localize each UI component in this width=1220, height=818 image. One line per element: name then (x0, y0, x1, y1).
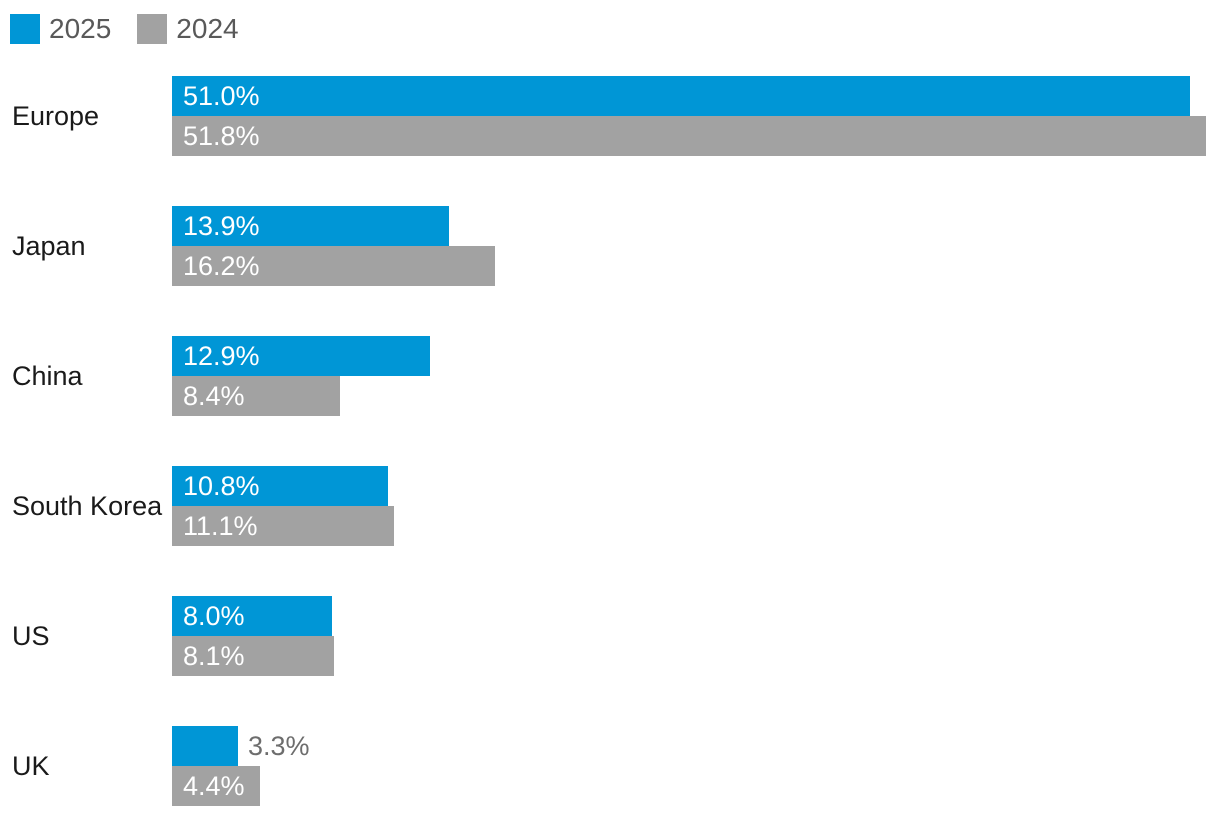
bar-2024: 11.1% (172, 506, 394, 546)
legend-label-2025: 2025 (49, 13, 112, 44)
chart-row: US 8.0% 8.1% (0, 596, 1220, 676)
chart-row: Europe 51.0% 51.8% (0, 76, 1220, 156)
chart-legend: 2025 2024 (10, 14, 265, 44)
category-label: UK (12, 750, 50, 781)
bar-value-label: 51.0% (183, 80, 260, 111)
bar-group: 8.0% 8.1% (172, 596, 1220, 676)
legend-swatch-2025 (10, 14, 40, 44)
bar-2025: 8.0% (172, 596, 332, 636)
bar-group: 3.3% 4.4% (172, 726, 1220, 806)
bar-value-label: 13.9% (183, 210, 260, 241)
bar-value-label: 16.2% (183, 250, 260, 281)
bar-2024: 8.4% (172, 376, 340, 416)
bar-group: 12.9% 8.4% (172, 336, 1220, 416)
bar-group: 51.0% 51.8% (172, 76, 1220, 156)
bar-value-label: 8.1% (183, 640, 245, 671)
chart-rows: Europe 51.0% 51.8% Japan 13.9% 16.2% China 12.9… (0, 76, 1220, 818)
bar-2025: 12.9% (172, 336, 430, 376)
bar-2025: 13.9% (172, 206, 449, 246)
category-label: China (12, 360, 83, 391)
bar-2024: 16.2% (172, 246, 495, 286)
bar-group: 10.8% 11.1% (172, 466, 1220, 546)
chart-row: China 12.9% 8.4% (0, 336, 1220, 416)
chart-row: South Korea 10.8% 11.1% (0, 466, 1220, 546)
bar-2024: 4.4% (172, 766, 260, 806)
bar-2025: 51.0% (172, 76, 1190, 116)
chart-row: Japan 13.9% 16.2% (0, 206, 1220, 286)
bar-value-label: 10.8% (183, 470, 260, 501)
legend-swatch-2024 (137, 14, 168, 44)
category-label: South Korea (12, 490, 163, 521)
bar-2024: 8.1% (172, 636, 334, 676)
bar-2025: 3.3% (172, 726, 310, 766)
bar-group: 13.9% 16.2% (172, 206, 1220, 286)
bar-value-label: 51.8% (183, 120, 260, 151)
legend-label-2024: 2024 (176, 13, 239, 44)
bar-value-label: 3.3% (248, 730, 310, 761)
bar-2025: 10.8% (172, 466, 388, 506)
category-label: Europe (12, 100, 100, 131)
bar-value-label: 8.4% (183, 380, 245, 411)
bar-value-label: 4.4% (183, 770, 245, 801)
bar-value-label: 12.9% (183, 340, 260, 371)
category-label: US (12, 620, 50, 651)
bar-value-label: 11.1% (183, 510, 258, 541)
bar-2024: 51.8% (172, 116, 1206, 156)
bar-value-label: 8.0% (183, 600, 245, 631)
category-label: Japan (12, 230, 86, 261)
chart-row: UK 3.3% 4.4% (0, 726, 1220, 806)
